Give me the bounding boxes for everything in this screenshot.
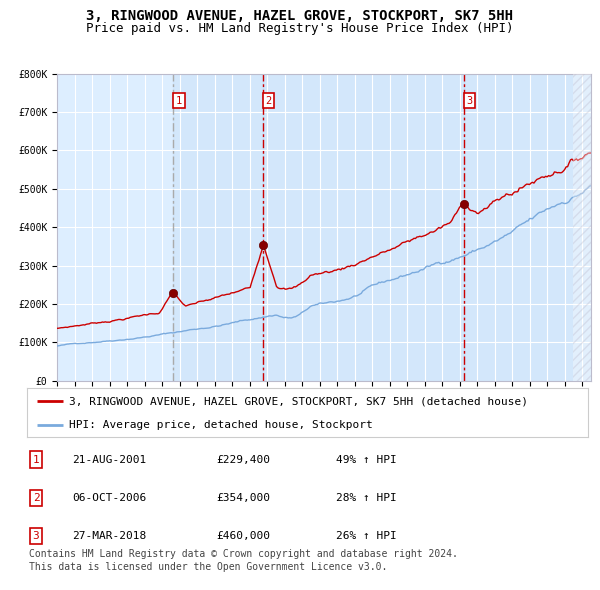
Text: 3: 3 — [466, 96, 473, 106]
Text: 49% ↑ HPI: 49% ↑ HPI — [336, 455, 397, 464]
Text: 3, RINGWOOD AVENUE, HAZEL GROVE, STOCKPORT, SK7 5HH: 3, RINGWOOD AVENUE, HAZEL GROVE, STOCKPO… — [86, 9, 514, 24]
Text: 28% ↑ HPI: 28% ↑ HPI — [336, 493, 397, 503]
Text: £354,000: £354,000 — [216, 493, 270, 503]
Text: 1: 1 — [32, 455, 40, 464]
Text: 2: 2 — [266, 96, 272, 106]
Text: 3, RINGWOOD AVENUE, HAZEL GROVE, STOCKPORT, SK7 5HH (detached house): 3, RINGWOOD AVENUE, HAZEL GROVE, STOCKPO… — [69, 396, 528, 407]
Text: Contains HM Land Registry data © Crown copyright and database right 2024.: Contains HM Land Registry data © Crown c… — [29, 549, 458, 559]
Bar — [464, 74, 591, 381]
Bar — [173, 74, 263, 381]
Text: 27-MAR-2018: 27-MAR-2018 — [72, 532, 146, 541]
Text: 21-AUG-2001: 21-AUG-2001 — [72, 455, 146, 464]
Text: HPI: Average price, detached house, Stockport: HPI: Average price, detached house, Stoc… — [69, 419, 373, 430]
Text: 2: 2 — [32, 493, 40, 503]
Text: 1: 1 — [176, 96, 182, 106]
Text: £460,000: £460,000 — [216, 532, 270, 541]
Text: 26% ↑ HPI: 26% ↑ HPI — [336, 532, 397, 541]
Text: Price paid vs. HM Land Registry's House Price Index (HPI): Price paid vs. HM Land Registry's House … — [86, 22, 514, 35]
Bar — [263, 74, 464, 381]
Text: 3: 3 — [32, 532, 40, 541]
Text: 06-OCT-2006: 06-OCT-2006 — [72, 493, 146, 503]
Text: £229,400: £229,400 — [216, 455, 270, 464]
Text: This data is licensed under the Open Government Licence v3.0.: This data is licensed under the Open Gov… — [29, 562, 387, 572]
